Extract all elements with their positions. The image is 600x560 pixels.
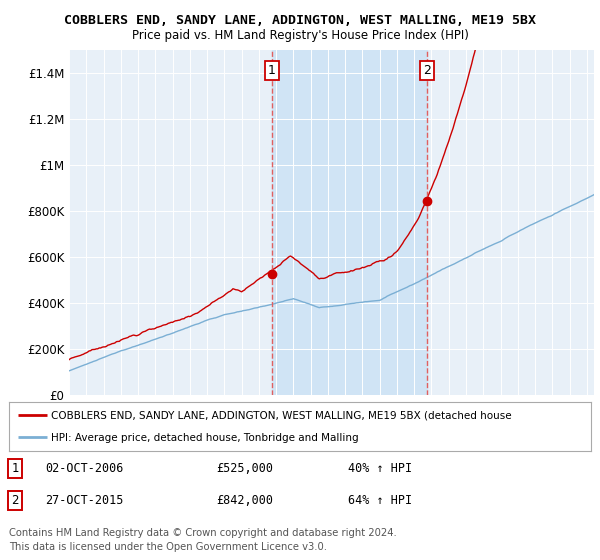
Text: 1: 1: [11, 462, 19, 475]
Text: COBBLERS END, SANDY LANE, ADDINGTON, WEST MALLING, ME19 5BX: COBBLERS END, SANDY LANE, ADDINGTON, WES…: [64, 14, 536, 27]
Text: 27-OCT-2015: 27-OCT-2015: [45, 494, 124, 507]
Bar: [272, 50, 427, 395]
Text: Contains HM Land Registry data © Crown copyright and database right 2024.: Contains HM Land Registry data © Crown c…: [9, 528, 397, 538]
Text: £525,000: £525,000: [216, 462, 273, 475]
Text: 1: 1: [268, 64, 276, 77]
Text: 2: 2: [423, 64, 431, 77]
Text: 2: 2: [11, 494, 19, 507]
Text: £842,000: £842,000: [216, 494, 273, 507]
Text: 64% ↑ HPI: 64% ↑ HPI: [348, 494, 412, 507]
Text: HPI: Average price, detached house, Tonbridge and Malling: HPI: Average price, detached house, Tonb…: [51, 433, 359, 443]
Text: COBBLERS END, SANDY LANE, ADDINGTON, WEST MALLING, ME19 5BX (detached house: COBBLERS END, SANDY LANE, ADDINGTON, WES…: [51, 410, 512, 421]
Text: Price paid vs. HM Land Registry's House Price Index (HPI): Price paid vs. HM Land Registry's House …: [131, 29, 469, 42]
Text: 02-OCT-2006: 02-OCT-2006: [45, 462, 124, 475]
Text: 40% ↑ HPI: 40% ↑ HPI: [348, 462, 412, 475]
Text: This data is licensed under the Open Government Licence v3.0.: This data is licensed under the Open Gov…: [9, 542, 327, 552]
